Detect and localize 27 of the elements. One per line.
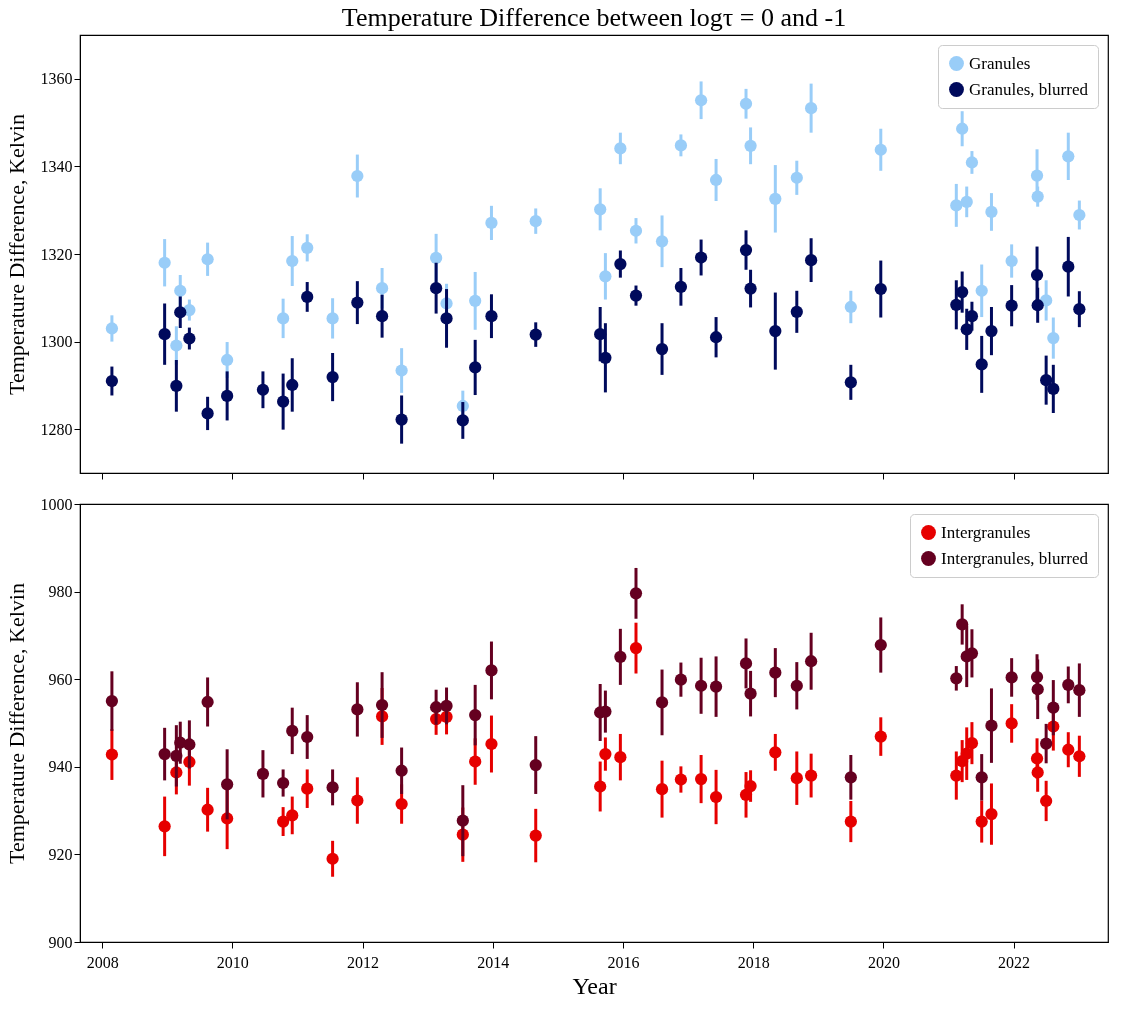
x-axis-title: Year — [572, 972, 617, 999]
y-tick-label: 980 — [48, 583, 73, 601]
x-tick-label: 2008 — [86, 953, 119, 971]
y-tick-label: 960 — [48, 670, 73, 688]
legend-label: Granules — [969, 53, 1031, 73]
x-tick-label: 2012 — [347, 953, 380, 971]
x-tick-label: 2020 — [867, 953, 900, 971]
y-axis-title: Temperature Difference, Kelvin — [3, 583, 29, 864]
y-tick-label: 1280 — [40, 420, 73, 438]
y-tick-label: 1320 — [40, 245, 73, 263]
x-tick-label: 2016 — [607, 953, 640, 971]
legend-label: Granules, blurred — [969, 79, 1089, 99]
chart-title: Temperature Difference between logτ = 0 and -1 — [341, 3, 847, 32]
y-tick-label: 1360 — [40, 70, 73, 88]
x-tick-label: 2010 — [216, 953, 249, 971]
y-tick-label: 940 — [48, 758, 73, 776]
y-tick-label: 1340 — [40, 157, 73, 175]
legend-label: Intergranules — [941, 522, 1031, 542]
x-tick-label: 2018 — [737, 953, 770, 971]
x-tick-label: 2014 — [477, 953, 510, 971]
y-tick-label: 900 — [48, 933, 73, 951]
y-tick-label: 1000 — [40, 495, 73, 513]
y-tick-label: 1300 — [40, 333, 73, 351]
y-tick-label: 920 — [48, 845, 73, 863]
legend-label: Intergranules, blurred — [941, 548, 1089, 568]
y-axis-title: Temperature Difference, Kelvin — [3, 114, 29, 395]
x-tick-label: 2022 — [998, 953, 1031, 971]
